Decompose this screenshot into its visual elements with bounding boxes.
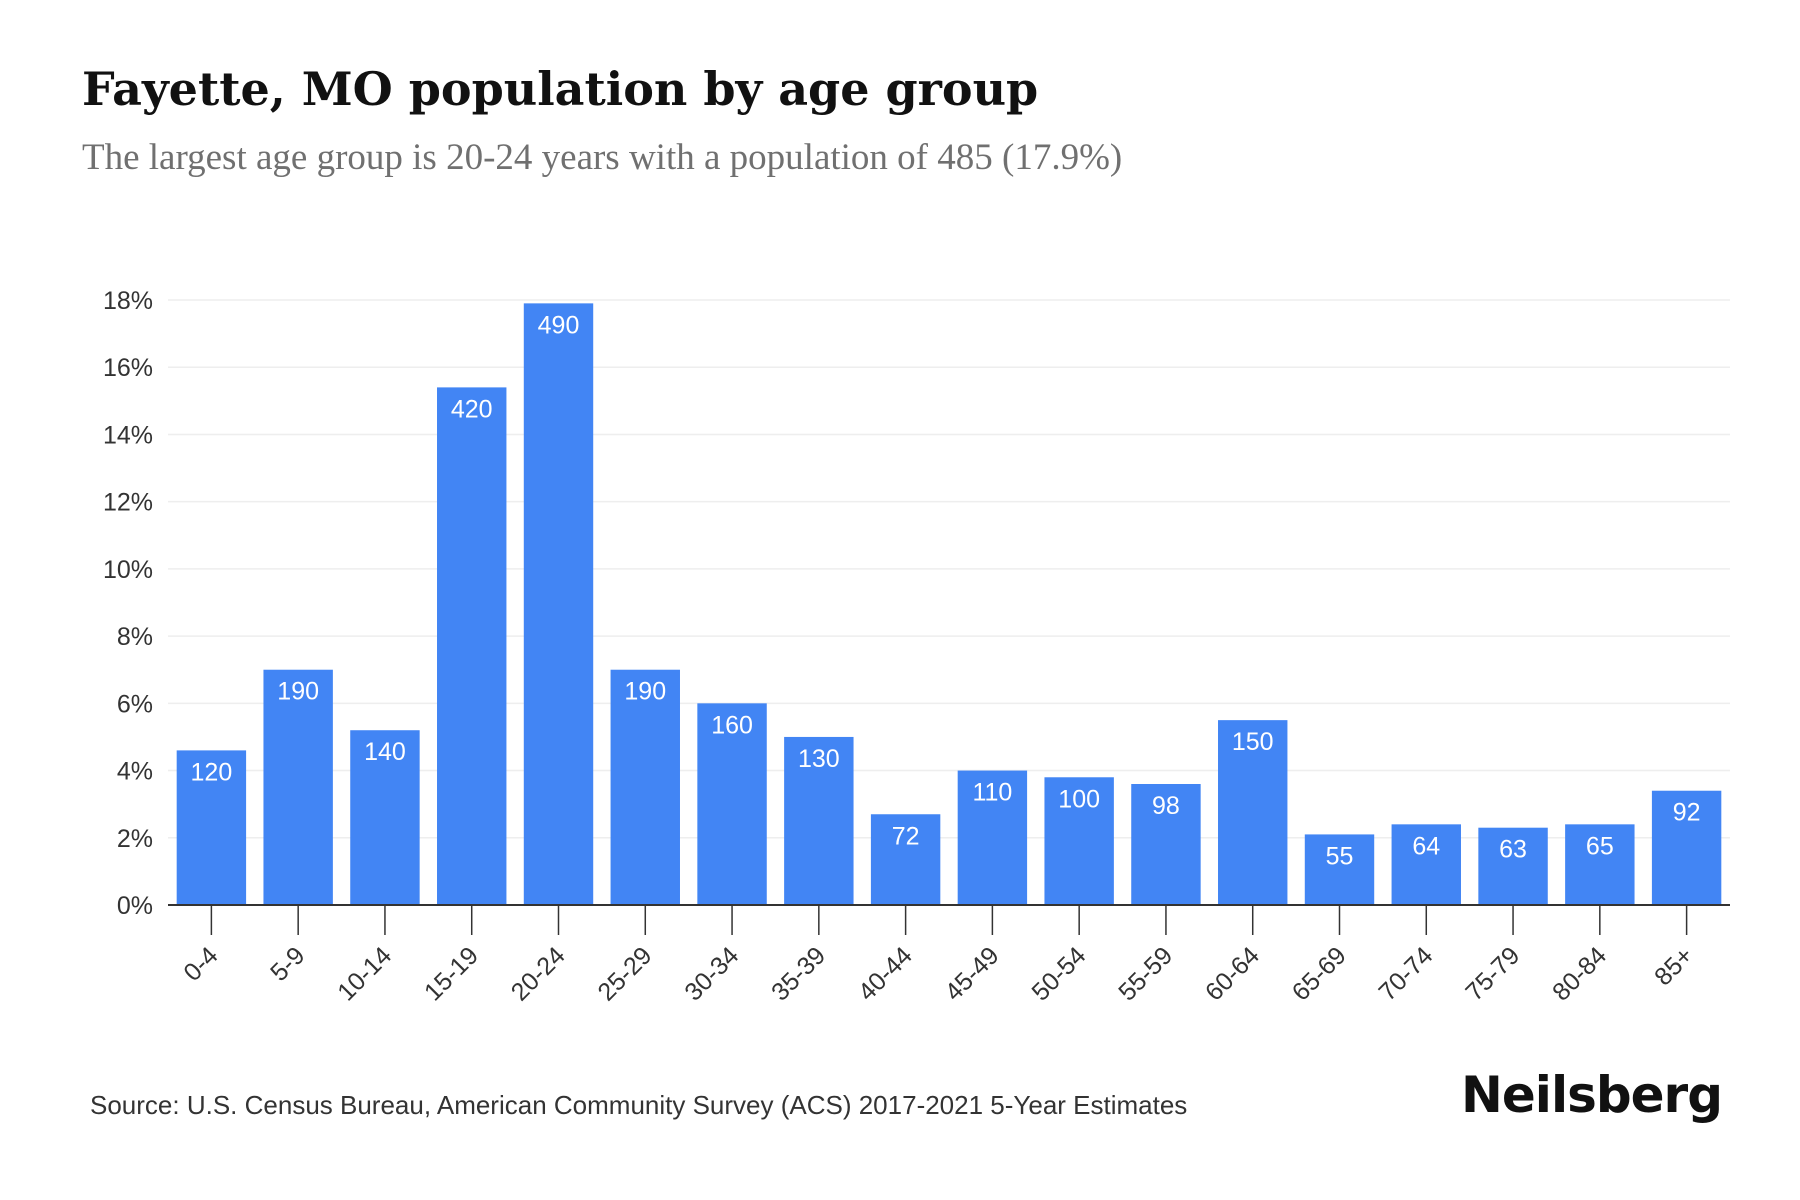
- x-tick-label: 40-44: [853, 941, 918, 1006]
- bar: [697, 703, 767, 905]
- y-tick-label: 10%: [103, 556, 153, 584]
- bar-value-label: 72: [892, 822, 920, 850]
- bar-value-label: 64: [1412, 832, 1440, 860]
- y-tick-label: 4%: [117, 758, 153, 786]
- x-tick-label: 45-49: [940, 941, 1005, 1006]
- x-tick-label: 80-84: [1547, 941, 1612, 1006]
- x-tick-label: 25-29: [592, 941, 657, 1006]
- chart-subtitle: The largest age group is 20-24 years wit…: [82, 137, 1123, 178]
- bar-value-label: 63: [1499, 836, 1527, 864]
- x-tick-label: 0-4: [178, 941, 223, 986]
- bar: [1304, 834, 1375, 905]
- x-tick-label: 15-19: [419, 941, 484, 1006]
- x-tick-label: 30-34: [679, 941, 744, 1006]
- chart-title: Fayette, MO population by age group: [82, 62, 1039, 116]
- x-tick-label: 50-54: [1026, 941, 1091, 1006]
- bar-value-label: 55: [1326, 842, 1354, 870]
- bar: [610, 669, 680, 905]
- bar-chart: 0% 2% 4% 6% 8% 10% 12% 14% 16% 18% 120 190 140 420 49…: [103, 287, 1730, 1006]
- bar: [1131, 784, 1201, 905]
- x-tick-label: 20-24: [506, 941, 571, 1006]
- bar: [1391, 824, 1461, 905]
- y-tick-label: 14%: [103, 421, 153, 449]
- y-tick-label: 0%: [117, 892, 153, 920]
- bar: [350, 730, 420, 905]
- brand-logo: Neilsberg: [1461, 1066, 1723, 1124]
- bar: [523, 303, 594, 906]
- bar: [957, 770, 1028, 905]
- source-note: Source: U.S. Census Bureau, American Com…: [90, 1090, 1188, 1120]
- bar-value-label: 190: [277, 678, 319, 706]
- bar-value-label: 98: [1152, 792, 1180, 820]
- bar-value-label: 92: [1673, 799, 1701, 827]
- y-tick-label: 2%: [117, 825, 153, 853]
- bar-value-label: 490: [538, 311, 580, 339]
- bar: [263, 669, 333, 905]
- bar: [176, 750, 247, 905]
- bar: [1218, 720, 1288, 905]
- x-tick-label: 60-64: [1200, 941, 1265, 1006]
- bar: [1478, 827, 1548, 905]
- bar-value-label: 150: [1232, 728, 1274, 756]
- y-tick-label: 16%: [103, 354, 153, 382]
- bar: [1565, 824, 1635, 905]
- x-tick-label: 55-59: [1113, 941, 1178, 1006]
- x-tick-label: 5-9: [265, 941, 310, 986]
- y-tick-label: 18%: [103, 287, 153, 315]
- y-tick-label: 8%: [117, 623, 153, 651]
- x-tick-label: 85+: [1649, 941, 1699, 991]
- bar-value-label: 190: [624, 678, 666, 706]
- x-tick-label: 35-39: [766, 941, 831, 1006]
- bars: 120 190 140 420 490 190 160 130 72 110 100 98 150 55 6…: [176, 303, 1722, 906]
- bar: [784, 736, 854, 905]
- bar-value-label: 140: [364, 738, 406, 766]
- bar-value-label: 160: [711, 711, 753, 739]
- x-tick-label: 70-74: [1373, 941, 1438, 1006]
- bar: [870, 814, 941, 905]
- bar-value-label: 420: [451, 395, 493, 423]
- bar-value-label: 65: [1586, 832, 1614, 860]
- y-tick-label: 12%: [103, 489, 153, 517]
- y-axis-ticks: 0% 2% 4% 6% 8% 10% 12% 14% 16% 18%: [103, 287, 153, 920]
- gridlines: [168, 299, 1730, 839]
- x-tick-label: 75-79: [1460, 941, 1525, 1006]
- bar-value-label: 100: [1058, 785, 1100, 813]
- x-axis-ticks: 0-4 5-9 10-14 15-19 20-24 25-29 30-34 35-39 40-4…: [178, 905, 1699, 1006]
- bar-value-label: 130: [798, 745, 840, 773]
- x-tick-label: 65-69: [1287, 941, 1352, 1006]
- bar: [1651, 790, 1722, 905]
- x-tick-label: 10-14: [332, 941, 397, 1006]
- bar: [437, 387, 507, 905]
- y-tick-label: 6%: [117, 690, 153, 718]
- bar: [1044, 777, 1114, 905]
- bar-value-label: 120: [191, 758, 233, 786]
- bar-value-label: 110: [972, 779, 1012, 807]
